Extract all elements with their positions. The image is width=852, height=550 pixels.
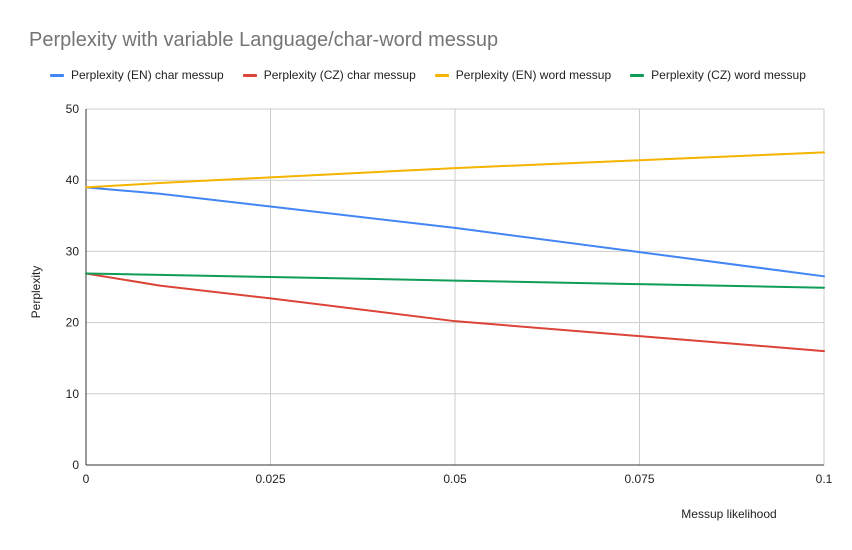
y-tick-label: 50 xyxy=(66,102,80,116)
y-tick-label: 10 xyxy=(66,387,80,401)
legend-swatch-icon xyxy=(50,73,64,77)
legend-swatch-icon xyxy=(630,73,645,77)
chart-title: Perplexity with variable Language/char-w… xyxy=(29,29,499,51)
y-tick-label: 0 xyxy=(72,458,79,472)
series-line-3[interactable] xyxy=(85,272,825,289)
y-tick-label: 40 xyxy=(66,173,80,187)
legend-item[interactable]: Perplexity (EN) char messup xyxy=(50,68,224,82)
legend-item[interactable]: Perplexity (CZ) char messup xyxy=(242,68,416,82)
x-tick-label: 0.075 xyxy=(624,472,654,486)
legend-label: Perplexity (CZ) word messup xyxy=(651,68,806,82)
x-tick-label: 0 xyxy=(83,472,90,486)
x-tick-label: 0.05 xyxy=(443,472,467,486)
legend-item[interactable]: Perplexity (CZ) word messup xyxy=(630,68,806,82)
y-axis-label: Perplexity xyxy=(29,266,43,319)
chart-legend: Perplexity (EN) char messup Perplexity (… xyxy=(50,68,825,82)
axis-layer xyxy=(85,109,824,466)
grid-layer xyxy=(86,108,825,465)
y-tick-label: 30 xyxy=(66,244,80,258)
series-line-0[interactable] xyxy=(85,186,825,278)
legend-label: Perplexity (EN) char messup xyxy=(71,68,224,82)
legend-label: Perplexity (CZ) char messup xyxy=(263,68,416,82)
legend-label: Perplexity (EN) word messup xyxy=(455,68,612,82)
y-tick-label: 20 xyxy=(66,316,80,330)
x-tick-label: 0.025 xyxy=(255,472,285,486)
legend-swatch-icon xyxy=(434,73,449,77)
legend-swatch-icon xyxy=(242,73,257,77)
series-line-1[interactable] xyxy=(85,272,825,353)
series-layer xyxy=(85,151,825,353)
legend-item[interactable]: Perplexity (EN) word messup xyxy=(434,68,612,82)
series-line-2[interactable] xyxy=(85,151,825,189)
x-axis-label: Messup likelihood xyxy=(681,507,776,521)
x-tick-label: 0.1 xyxy=(816,472,833,486)
label-layer: 0 10 20 30 40 50 0 0.025 0.05 0.075 0.1 Messup like… xyxy=(29,102,833,521)
